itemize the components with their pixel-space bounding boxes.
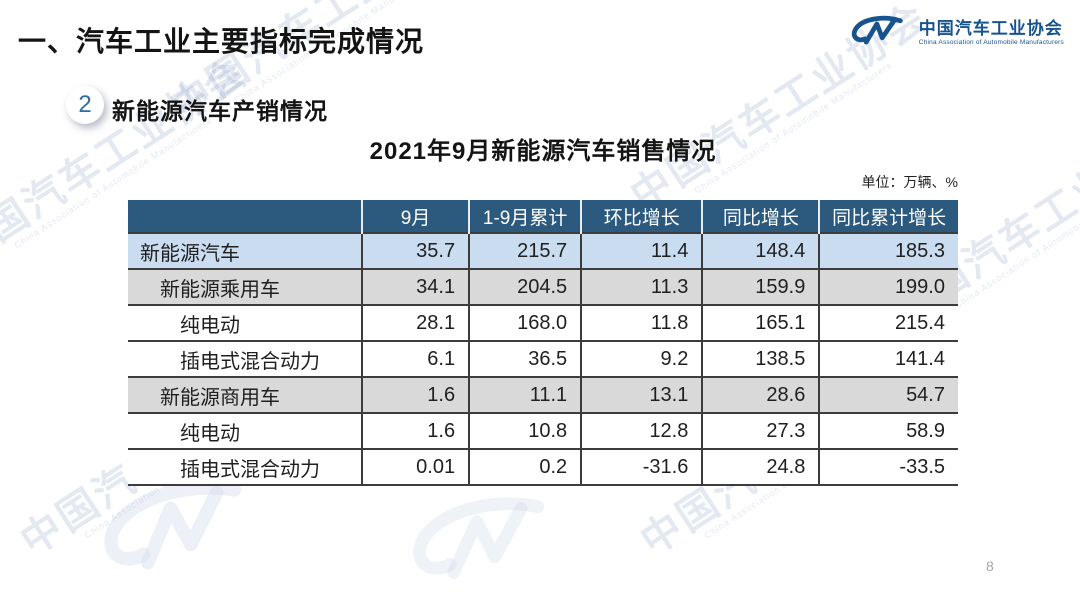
- table-row: 纯电动 1.6 10.8 12.8 27.3 58.9: [128, 412, 958, 449]
- cell-value: 168.0: [468, 304, 582, 341]
- cell-value: 6.1: [361, 340, 470, 377]
- cell-value: 34.1: [361, 268, 470, 305]
- cell-value: 24.8: [701, 448, 820, 485]
- table-title: 2021年9月新能源汽车销售情况: [369, 138, 717, 165]
- column-header: 同比累计增长: [818, 200, 958, 233]
- cell-value: 10.8: [468, 412, 582, 449]
- cell-value: 148.4: [701, 232, 820, 269]
- row-label: 纯电动: [128, 412, 363, 449]
- caam-swoosh-icon: [851, 15, 903, 45]
- section-number-badge: 2: [66, 86, 104, 124]
- cell-value: 141.4: [818, 340, 958, 377]
- cell-value: 58.9: [818, 412, 958, 449]
- row-label: 纯电动: [128, 304, 363, 341]
- cell-value: 11.8: [580, 304, 703, 341]
- logo-text: 中国汽车工业协会 China Association of Automobile…: [919, 19, 1064, 46]
- column-header: 9月: [361, 200, 470, 233]
- cell-value: 0.01: [361, 448, 470, 485]
- logo-subname: China Association of Automobile Manufact…: [918, 39, 1064, 47]
- cell-value: 1.6: [361, 412, 470, 449]
- cell-value: -33.5: [818, 448, 958, 485]
- logo-name: 中国汽车工业协会: [918, 19, 1063, 39]
- cell-value: 185.3: [818, 232, 958, 269]
- table-header: 9月 1-9月累计 环比增长 同比增长 同比累计增长: [128, 200, 958, 233]
- cell-value: -31.6: [580, 448, 703, 485]
- row-label: 插电式混合动力: [128, 340, 363, 377]
- row-label: 新能源商用车: [128, 376, 363, 413]
- table-row: 新能源汽车 35.7 215.7 11.4 148.4 185.3: [128, 232, 958, 269]
- swoosh-watermark-icon: [413, 497, 545, 579]
- table-row: 插电式混合动力 0.01 0.2 -31.6 24.8 -33.5: [128, 448, 958, 485]
- cell-value: 9.2: [580, 340, 703, 377]
- caam-logo: 中国汽车工业协会 China Association of Automobile…: [847, 14, 1064, 52]
- cell-value: 54.7: [818, 376, 958, 413]
- cell-value: 12.8: [580, 412, 703, 449]
- table-header-row: 9月 1-9月累计 环比增长 同比增长 同比累计增长: [128, 200, 958, 233]
- cell-value: 13.1: [580, 376, 703, 413]
- cell-value: 35.7: [361, 232, 470, 269]
- cell-value: 11.3: [580, 268, 703, 305]
- cell-value: 204.5: [468, 268, 582, 305]
- cell-value: 0.2: [468, 448, 582, 485]
- cell-value: 28.1: [361, 304, 470, 341]
- cell-value: 199.0: [818, 268, 958, 305]
- cell-value: 11.4: [580, 232, 703, 269]
- table-body: 新能源汽车 35.7 215.7 11.4 148.4 185.3 新能源乘用车 34.1 20…: [128, 232, 958, 485]
- row-label: 新能源乘用车: [128, 268, 363, 305]
- cell-value: 159.9: [701, 268, 820, 305]
- page-number: 8: [986, 558, 994, 574]
- cell-value: 215.7: [468, 232, 582, 269]
- table-row: 纯电动 28.1 168.0 11.8 165.1 215.4: [128, 304, 958, 341]
- cell-value: 138.5: [701, 340, 820, 377]
- section-heading: 新能源汽车产销情况: [112, 98, 328, 124]
- swoosh-watermark-icon: [104, 481, 242, 570]
- column-header: [128, 200, 363, 233]
- table-row: 插电式混合动力 6.1 36.5 9.2 138.5 141.4: [128, 340, 958, 377]
- table-row: 新能源商用车 1.6 11.1 13.1 28.6 54.7: [128, 376, 958, 413]
- row-label: 新能源汽车: [128, 232, 363, 269]
- cell-value: 11.1: [468, 376, 582, 413]
- unit-note: 单位：万辆、%: [861, 174, 958, 190]
- cell-value: 165.1: [701, 304, 820, 341]
- page-title: 一、汽车工业主要指标完成情况: [18, 26, 425, 57]
- row-label: 插电式混合动力: [128, 448, 363, 485]
- column-header: 1-9月累计: [468, 200, 582, 233]
- column-header: 同比增长: [701, 200, 820, 233]
- cell-value: 1.6: [361, 376, 470, 413]
- nev-sales-table: 9月 1-9月累计 环比增长 同比增长 同比累计增长 新能源汽车 35.7 215.7 11.…: [128, 200, 958, 486]
- table-row: 新能源乘用车 34.1 204.5 11.3 159.9 199.0: [128, 268, 958, 305]
- column-header: 环比增长: [580, 200, 703, 233]
- cell-value: 36.5: [468, 340, 582, 377]
- cell-value: 28.6: [701, 376, 820, 413]
- cell-value: 215.4: [818, 304, 958, 341]
- cell-value: 27.3: [701, 412, 820, 449]
